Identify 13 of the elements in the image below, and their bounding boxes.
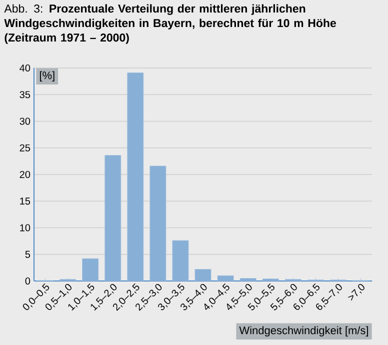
chart-title: Abb. 3: Prozentuale Verteilung der mittleren jährlichen Windgeschwindigkeiten in Bayern, berechnet für 10 m Höhe (Zeitraum 1971 – 2000) [4,4,336,44]
y-tick-label: 10 [20,224,30,232]
y-tick-label: 0 [25,277,30,285]
y-tick-label: 35 [20,91,30,98]
y-tick-label: 5 [25,250,30,258]
y-tick-label: 20 [20,170,30,178]
x-axis-title: Windgeschwindigkeit [m/s] [239,326,368,336]
y-tick-label: 40 [20,64,30,72]
y-tick-label: 25 [20,144,30,152]
y-axis-title: [%] [40,71,54,82]
y-tick-label: 30 [20,118,30,125]
y-tick-label: 15 [20,198,30,205]
x-tick-label: >7,0 [348,284,364,301]
